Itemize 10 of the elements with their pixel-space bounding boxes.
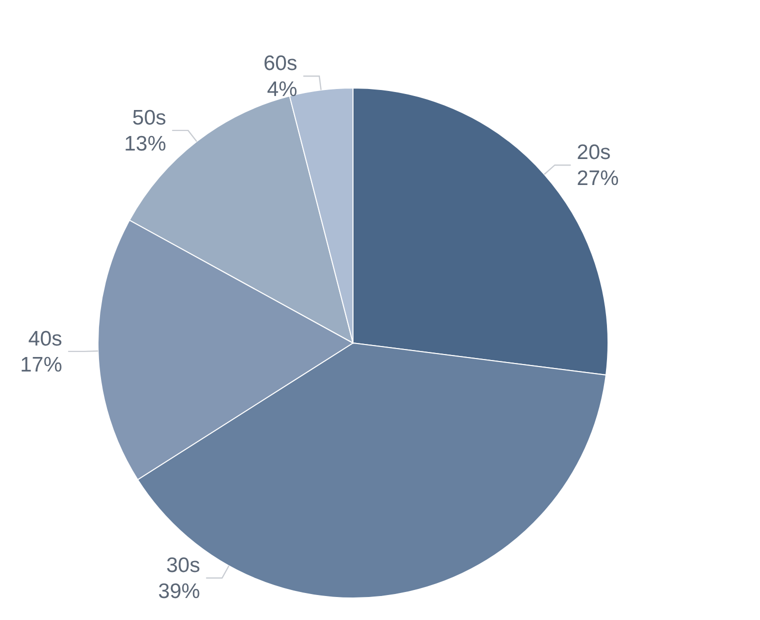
slice-label: 60s xyxy=(263,52,298,76)
data-label: 39% xyxy=(158,580,200,603)
data-label: 4% xyxy=(266,78,298,102)
slice-label: 20s xyxy=(576,141,611,164)
data-label: 13% xyxy=(124,132,166,156)
slice-label: 30s xyxy=(166,554,200,577)
slice-label: 50s xyxy=(132,106,166,130)
data-label: 27% xyxy=(576,167,619,190)
data-label: 17% xyxy=(20,353,62,376)
slice-label: 40s xyxy=(28,327,62,350)
